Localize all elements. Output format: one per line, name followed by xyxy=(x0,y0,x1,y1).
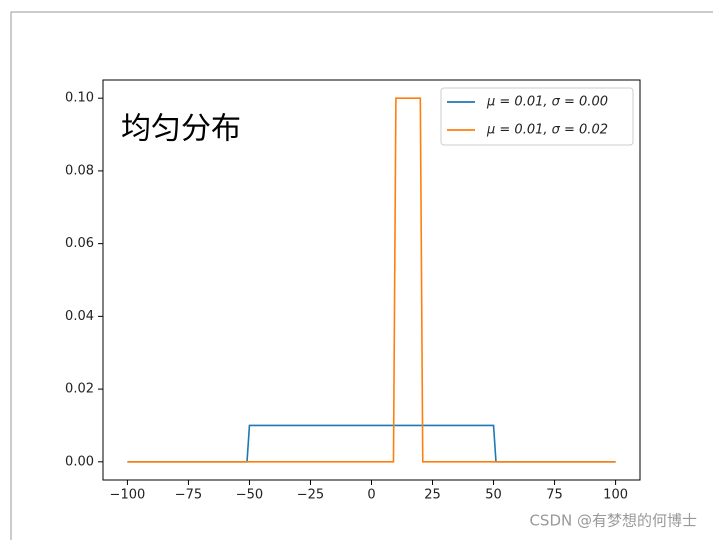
x-tick-label: −75 xyxy=(175,488,202,503)
y-tick-label: 0.10 xyxy=(65,91,94,106)
x-tick-label: −25 xyxy=(297,488,324,503)
annotation: 均匀分布 xyxy=(121,112,241,147)
x-tick-label: 75 xyxy=(546,488,563,503)
y-tick-label: 0.02 xyxy=(65,382,94,397)
x-tick-label: 50 xyxy=(485,488,502,503)
legend-label: μ = 0.01, σ = 0.02 xyxy=(486,123,608,138)
y-tick-label: 0.06 xyxy=(65,236,94,251)
legend-label: μ = 0.01, σ = 0.00 xyxy=(486,95,608,110)
line xyxy=(127,97,616,463)
legend-box xyxy=(440,87,634,146)
x-tick-label: −50 xyxy=(236,488,263,503)
x-tick-label: 25 xyxy=(424,488,441,503)
x-tick-label: 0 xyxy=(367,488,375,503)
x-tick-label: −100 xyxy=(110,488,146,503)
x-tick-label: 100 xyxy=(603,488,628,503)
line xyxy=(127,424,616,463)
y-tick-label: 0.00 xyxy=(65,454,94,469)
y-tick-label: 0.04 xyxy=(65,309,94,324)
watermark: CSDN @有梦想的何博士 xyxy=(529,512,697,530)
y-tick-label: 0.08 xyxy=(65,163,94,178)
